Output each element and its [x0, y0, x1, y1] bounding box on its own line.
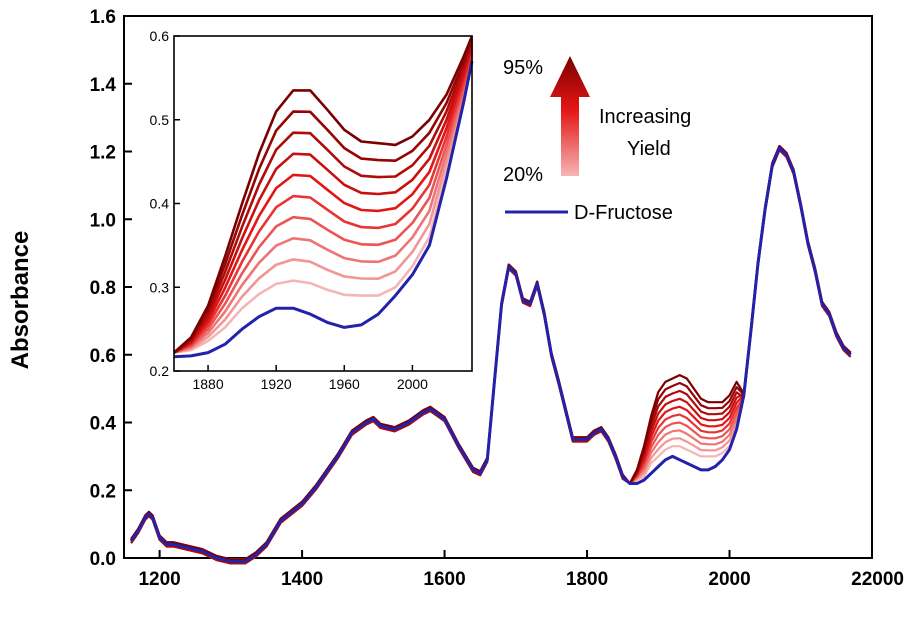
inset-yield-series-line: [173, 60, 474, 354]
inset-x-tick-label: 2000: [397, 376, 428, 392]
y-tick-label: 1.2: [90, 143, 116, 164]
inset-y-tick-label: 0.3: [150, 279, 170, 295]
inset-yield-series-line: [173, 35, 474, 354]
yield-label: Yield: [627, 138, 671, 160]
inset-x-tick-label: 1880: [192, 376, 223, 392]
inset-x-axis: 1880 1920 1960 2000: [192, 365, 428, 392]
increasing-label: Increasing: [599, 106, 691, 128]
y-tick-label: 0.0: [90, 549, 116, 570]
y-axis-label: Absorbance: [7, 231, 34, 370]
inset-yield-series-line: [173, 41, 474, 354]
x-tick-label: 22000: [851, 569, 904, 590]
main-y-axis: 0.0 0.2 0.4 0.6 0.8 1.0 1.2 1.4 1.6: [90, 7, 132, 570]
inset-yield-series-line: [173, 52, 474, 354]
yield-arrow: [550, 56, 590, 176]
main-x-axis: 1200 1400 1600 1800 2000 22000: [138, 550, 904, 590]
inset-y-tick-label: 0.6: [150, 28, 170, 44]
y-tick-label: 1.6: [90, 7, 116, 28]
inset-yield-series-line: [173, 55, 474, 354]
x-tick-label: 1400: [281, 569, 323, 590]
inset-yield-series-line: [173, 46, 474, 354]
y-tick-label: 0.4: [90, 414, 117, 435]
arrow-bottom-label: 20%: [503, 164, 543, 186]
main-series: [129, 145, 852, 565]
inset-y-tick-label: 0.4: [150, 196, 170, 212]
fructose-legend-label: D-Fructose: [574, 202, 673, 224]
inset-y-axis: 0.2 0.3 0.4 0.5 0.6: [150, 28, 180, 379]
inset-x-tick-label: 1960: [329, 376, 360, 392]
y-tick-label: 0.6: [90, 346, 116, 367]
x-tick-label: 1800: [566, 569, 608, 590]
fructose-series-line: [129, 146, 852, 563]
inset-yield-series-line: [173, 58, 474, 354]
inset-yield-series-line: [173, 38, 474, 354]
y-tick-label: 1.0: [90, 210, 116, 231]
x-tick-label: 2000: [708, 569, 750, 590]
inset-chart: 0.2 0.3 0.4 0.5 0.6 1880 1920 1960 2000: [150, 28, 474, 392]
inset-frame: [173, 35, 473, 372]
y-tick-label: 1.4: [90, 75, 117, 96]
inset-yield-series-line: [173, 49, 474, 354]
up-arrow-icon: [550, 56, 590, 176]
y-tick-label: 0.8: [90, 278, 116, 299]
inset-yield-series-line: [173, 44, 474, 354]
arrow-top-label: 95%: [503, 57, 543, 79]
x-tick-label: 1600: [423, 569, 465, 590]
inset-fructose-series-line: [173, 60, 474, 359]
x-tick-label: 1200: [138, 569, 180, 590]
y-tick-label: 0.2: [90, 481, 116, 502]
inset-y-tick-label: 0.5: [150, 112, 170, 128]
inset-series: [173, 35, 474, 359]
inset-x-tick-label: 1920: [261, 376, 292, 392]
inset-y-tick-label: 0.2: [150, 363, 170, 379]
